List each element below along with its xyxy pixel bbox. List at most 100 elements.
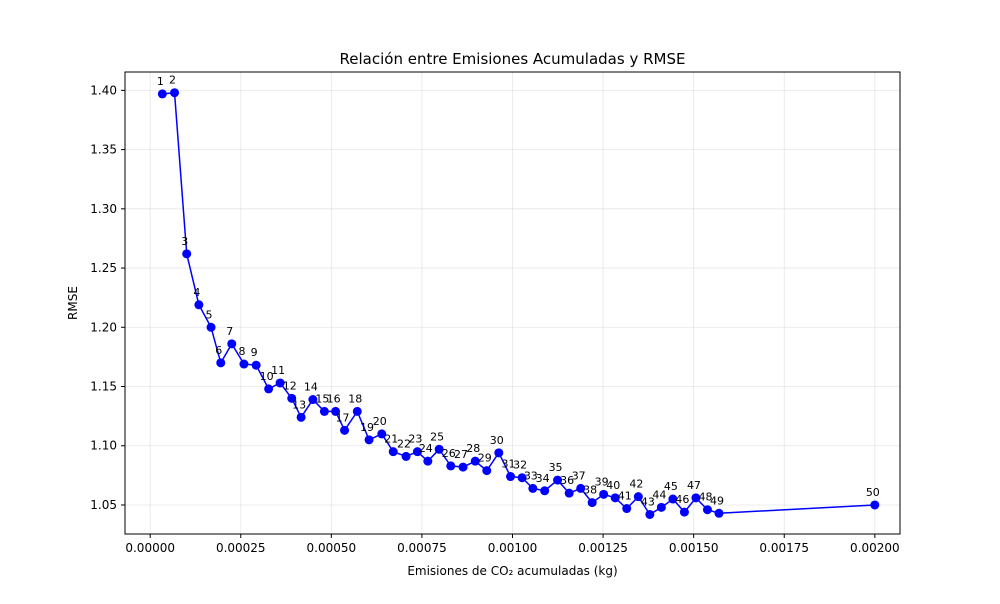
- point-label: 17: [336, 411, 350, 424]
- x-tick-label: 0.00175: [759, 541, 809, 555]
- data-point: [308, 395, 318, 405]
- data-point: [377, 429, 387, 439]
- point-label: 27: [454, 448, 468, 461]
- data-point: [364, 435, 374, 445]
- data-point: [470, 456, 480, 466]
- point-label: 29: [478, 452, 492, 465]
- point-label: 1: [157, 75, 164, 88]
- point-label: 20: [373, 415, 387, 428]
- data-point: [458, 462, 468, 472]
- y-tick-label: 1.40: [90, 83, 117, 97]
- y-tick-label: 1.05: [90, 498, 117, 512]
- data-point: [401, 451, 411, 461]
- data-point: [564, 488, 574, 498]
- data-point: [633, 492, 643, 502]
- data-point: [423, 456, 433, 466]
- point-label: 43: [641, 495, 655, 508]
- point-label: 45: [664, 480, 678, 493]
- point-label: 10: [260, 370, 274, 383]
- data-point: [622, 504, 632, 514]
- data-point: [870, 500, 880, 510]
- data-point: [194, 300, 204, 310]
- data-point: [157, 89, 167, 99]
- x-tick-label: 0.00050: [307, 541, 357, 555]
- y-tick-label: 1.30: [90, 202, 117, 216]
- grid-lines: [125, 72, 900, 534]
- point-label: 2: [169, 74, 176, 87]
- point-label: 33: [524, 469, 538, 482]
- chart-title: Relación entre Emisiones Acumuladas y RM…: [340, 50, 686, 68]
- point-label: 11: [271, 364, 285, 377]
- data-point: [296, 412, 306, 422]
- data-point: [668, 494, 678, 504]
- data-point: [264, 384, 274, 394]
- point-label: 42: [629, 478, 643, 491]
- y-axis-label: RMSE: [66, 286, 80, 320]
- point-label: 46: [675, 493, 689, 506]
- x-tick-label: 0.00000: [125, 541, 175, 555]
- point-label: 48: [698, 491, 712, 504]
- y-tick-label: 1.20: [90, 320, 117, 334]
- point-label: 12: [283, 379, 297, 392]
- y-tick-label: 1.25: [90, 261, 117, 275]
- point-label: 16: [327, 392, 341, 405]
- data-point: [576, 483, 586, 493]
- data-point: [599, 489, 609, 499]
- data-point: [388, 447, 398, 457]
- data-point: [645, 509, 655, 519]
- x-tick-label: 0.00075: [397, 541, 447, 555]
- point-label: 24: [419, 442, 433, 455]
- data-point: [227, 339, 237, 349]
- y-tick-label: 1.35: [90, 143, 117, 157]
- x-axis-label: Emisiones de CO₂ acumuladas (kg): [407, 564, 617, 578]
- point-label: 6: [215, 344, 222, 357]
- series-layer: [157, 88, 880, 519]
- point-label: 4: [193, 286, 200, 299]
- point-label: 21: [384, 433, 398, 446]
- data-point: [679, 507, 689, 517]
- data-point: [540, 486, 550, 496]
- point-label: 35: [549, 461, 563, 474]
- x-axis-ticks: 0.00000 0.00025 0.00050 0.00075 0.00100 0.001…: [125, 534, 900, 555]
- y-axis-ticks: 1.05 1.10 1.15 1.20 1.25 1.30 1.35 1.40: [90, 83, 125, 512]
- data-point: [434, 444, 444, 454]
- point-label: 9: [251, 346, 258, 359]
- point-label: 50: [866, 486, 880, 499]
- point-label: 38: [583, 484, 597, 497]
- x-tick-label: 0.00200: [850, 541, 900, 555]
- x-tick-label: 0.00100: [488, 541, 538, 555]
- point-label: 39: [595, 475, 609, 488]
- data-point: [352, 406, 362, 416]
- data-point: [610, 493, 620, 503]
- point-label: 5: [206, 308, 213, 321]
- y-tick-label: 1.10: [90, 439, 117, 453]
- data-point: [553, 475, 563, 485]
- point-label: 40: [606, 479, 620, 492]
- data-point: [517, 473, 527, 483]
- point-label: 47: [687, 479, 701, 492]
- point-label: 23: [408, 433, 422, 446]
- point-label: 28: [466, 442, 480, 455]
- point-label: 44: [652, 488, 666, 501]
- data-point: [239, 359, 249, 369]
- point-label: 32: [513, 459, 527, 472]
- data-point: [170, 88, 180, 98]
- data-point: [691, 493, 701, 503]
- data-point: [446, 461, 456, 471]
- data-point: [182, 249, 192, 259]
- data-point: [287, 393, 297, 403]
- point-label: 26: [442, 447, 456, 460]
- data-point: [275, 378, 285, 388]
- x-tick-label: 0.00025: [216, 541, 266, 555]
- data-point: [482, 466, 492, 476]
- point-label: 13: [292, 398, 306, 411]
- y-tick-label: 1.15: [90, 380, 117, 394]
- data-point: [494, 448, 504, 458]
- point-label: 19: [360, 421, 374, 434]
- point-label: 34: [536, 472, 550, 485]
- point-label: 3: [181, 235, 188, 248]
- data-point: [528, 483, 538, 493]
- point-label: 25: [430, 430, 444, 443]
